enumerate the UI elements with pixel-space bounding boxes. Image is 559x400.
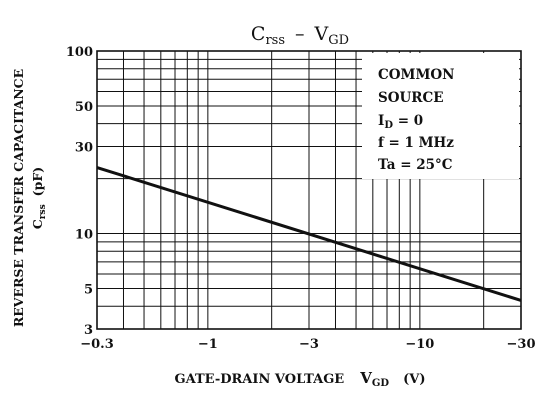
chart-title: Crss – VGD	[251, 23, 349, 48]
plot-frame	[96, 50, 522, 330]
y-axis-label: REVERSE TRANSFER CAPACITANCE	[11, 69, 26, 327]
conditions-box-bg	[362, 53, 519, 179]
conditions-line-3: ID = 0	[378, 113, 423, 131]
x-axis-label: GATE-DRAIN VOLTAGE VGD (V)	[175, 369, 426, 389]
y-axis-label-unit: Crss(pF)	[30, 167, 48, 229]
conditions-line-4: f = 1 MHz	[378, 135, 454, 151]
y-tick-label: 50	[75, 100, 93, 115]
x-tick-label: −0.3	[80, 337, 114, 352]
y-tick-labels: 3 5 10 30 50 100	[66, 45, 93, 338]
x-tick-label: −30	[507, 337, 536, 352]
chart-series	[96, 166, 522, 302]
x-tick-label: −3	[299, 337, 319, 352]
y-tick-label: 100	[66, 45, 93, 60]
conditions-line-2: SOURCE	[378, 90, 444, 106]
y-tick-label: 10	[75, 228, 93, 243]
conditions-line-1: COMMON	[378, 67, 455, 83]
y-tick-label: 5	[84, 283, 93, 298]
conditions-box: COMMON SOURCE ID = 0 f = 1 MHz Ta = 25°C	[362, 53, 519, 179]
x-tick-label: −10	[405, 337, 434, 352]
y-tick-label: 3	[84, 323, 93, 338]
x-tick-label: −1	[198, 337, 218, 352]
conditions-line-5: Ta = 25°C	[378, 157, 453, 173]
y-tick-label: 30	[75, 140, 93, 155]
x-tick-labels: −0.3 −1 −3 −10 −30	[80, 337, 535, 352]
crss-curve	[96, 166, 522, 302]
